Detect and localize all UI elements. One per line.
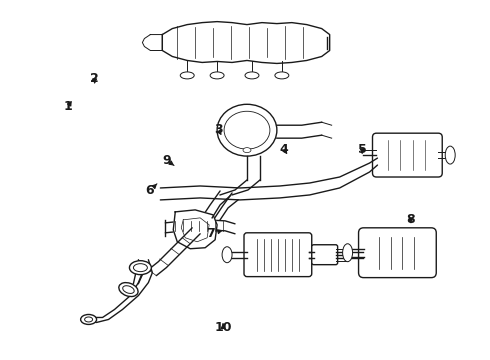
Ellipse shape: [122, 286, 134, 293]
Text: 8: 8: [407, 213, 415, 226]
Text: 4: 4: [280, 143, 289, 156]
Text: 3: 3: [214, 123, 222, 136]
Ellipse shape: [222, 247, 232, 263]
Ellipse shape: [343, 244, 353, 262]
Ellipse shape: [119, 283, 138, 297]
Ellipse shape: [275, 72, 289, 79]
Ellipse shape: [224, 111, 270, 149]
Ellipse shape: [245, 72, 259, 79]
Text: 7: 7: [206, 227, 221, 240]
Polygon shape: [162, 22, 330, 63]
Ellipse shape: [129, 261, 151, 275]
Polygon shape: [143, 35, 162, 50]
FancyBboxPatch shape: [312, 245, 338, 265]
Ellipse shape: [210, 72, 224, 79]
Polygon shape: [173, 210, 217, 249]
Text: 6: 6: [146, 184, 157, 197]
Text: 2: 2: [90, 72, 99, 85]
Ellipse shape: [217, 104, 277, 156]
FancyBboxPatch shape: [372, 133, 442, 177]
Text: 10: 10: [214, 320, 232, 333]
Ellipse shape: [180, 72, 194, 79]
Ellipse shape: [85, 317, 93, 322]
Text: 9: 9: [163, 154, 174, 167]
Ellipse shape: [81, 315, 97, 324]
Text: 1: 1: [64, 100, 73, 113]
FancyBboxPatch shape: [244, 233, 312, 276]
Ellipse shape: [243, 148, 251, 153]
FancyBboxPatch shape: [359, 228, 436, 278]
Ellipse shape: [133, 264, 147, 272]
Text: 5: 5: [358, 143, 367, 156]
Ellipse shape: [445, 146, 455, 164]
